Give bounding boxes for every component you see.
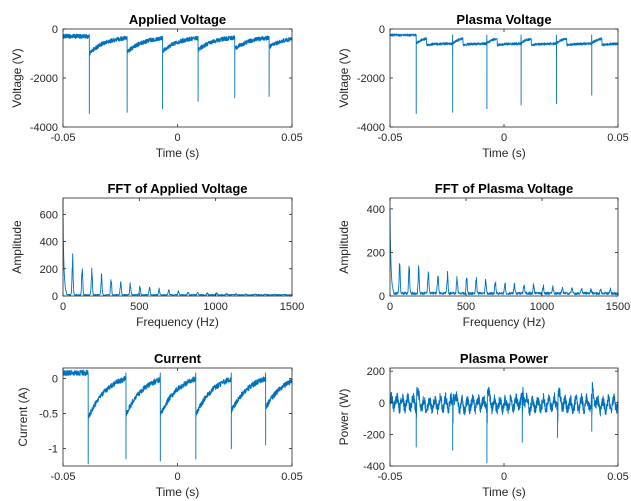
x-tick-label: 1000 <box>203 301 227 313</box>
y-tick-label: -1 <box>48 444 58 456</box>
x-tick-label: 0.05 <box>281 132 302 144</box>
chart-panel-applied-voltage: -0.05 0 0.05 0 -2000 -4000 Applied Voltage Time… <box>10 12 303 160</box>
y-tick-label: 200 <box>40 264 58 276</box>
x-tick-label: 0 <box>174 471 180 483</box>
x-tick-label: 0 <box>387 301 393 313</box>
series-line-plasma-voltage <box>389 33 619 114</box>
series-line-current <box>62 369 293 465</box>
x-tick-label: -0.05 <box>50 471 75 483</box>
chart-title-plasma-voltage: Plasma Voltage <box>456 12 551 27</box>
y-tick-label: 0 <box>52 374 58 386</box>
y-tick-label: 200 <box>367 247 385 259</box>
y-tick-label: 0 <box>379 24 385 36</box>
chart-title-fft-plasma-voltage: FFT of Plasma Voltage <box>435 181 573 196</box>
y-tick-label: 0 <box>379 291 385 303</box>
y-tick-label: -2000 <box>357 73 385 85</box>
series-line-applied-voltage <box>62 33 293 114</box>
x-axis-label-plasma-power: Time (s) <box>482 485 526 499</box>
y-axis-label-current: Current (A) <box>16 387 30 446</box>
y-tick-label: -200 <box>363 429 385 441</box>
x-axis-label-plasma-voltage: Time (s) <box>482 146 526 160</box>
x-tick-label: 1000 <box>530 301 554 313</box>
x-tick-label: 500 <box>130 301 148 313</box>
y-tick-label: -4000 <box>357 122 385 134</box>
x-tick-label: 0 <box>501 132 507 144</box>
x-tick-label: 0.05 <box>607 471 628 483</box>
x-tick-label: 0.05 <box>607 132 628 144</box>
y-axis-label-plasma-power: Power (W) <box>337 389 351 446</box>
x-tick-label: 0 <box>174 132 180 144</box>
x-axis-label-fft-plasma-voltage: Frequency (Hz) <box>463 315 546 329</box>
y-tick-label: 0 <box>379 398 385 410</box>
y-axis-label-fft-plasma-voltage: Amplitude <box>337 220 351 274</box>
x-tick-label: 0 <box>60 301 66 313</box>
y-tick-label: 0 <box>52 291 58 303</box>
chart-panel-plasma-power: -0.05 0 0.05 200 0 -200 -400 Plasma Power Time (… <box>337 351 629 499</box>
axes-box-fft-applied-voltage <box>62 197 293 297</box>
y-tick-label: 400 <box>367 204 385 216</box>
y-tick-label: -2000 <box>30 73 58 85</box>
x-axis-label-applied-voltage: Time (s) <box>156 146 200 160</box>
chart-title-fft-applied-voltage: FFT of Applied Voltage <box>107 181 247 196</box>
x-tick-label: 1500 <box>280 301 304 313</box>
y-tick-label: -4000 <box>30 122 58 134</box>
series-line-fft-plasma-voltage <box>389 208 619 296</box>
x-tick-label: 500 <box>457 301 475 313</box>
chart-panel-fft-plasma-voltage: 0 500 1000 1500 0 200 400 FFT of Plasma Voltage… <box>337 181 630 329</box>
x-tick-label: 0 <box>501 471 507 483</box>
x-tick-label: -0.05 <box>50 132 75 144</box>
chart-panel-fft-applied-voltage: 0 500 1000 1500 0 200 400 600 FFT of Applied Vol… <box>10 181 304 329</box>
chart-panel-current: -0.05 0 0.05 0 -0.5 -1 Current Time (s) Current … <box>16 351 303 499</box>
y-axis-label-fft-applied-voltage: Amplitude <box>10 220 24 274</box>
axes-box-fft-plasma-voltage <box>389 197 619 297</box>
y-tick-label: 0 <box>52 24 58 36</box>
y-axis-label-applied-voltage: Voltage (V) <box>10 48 24 107</box>
x-tick-label: 0.05 <box>281 471 302 483</box>
y-tick-label: 200 <box>367 366 385 378</box>
chart-panel-plasma-voltage: -0.05 0 0.05 0 -2000 -4000 Plasma Voltage Time … <box>337 12 629 160</box>
x-tick-label: 1500 <box>606 301 630 313</box>
x-axis-label-fft-applied-voltage: Frequency (Hz) <box>136 315 219 329</box>
y-tick-label: -0.5 <box>39 409 58 421</box>
y-tick-label: 600 <box>40 209 58 221</box>
x-axis-label-current: Time (s) <box>156 485 200 499</box>
series-line-plasma-power <box>389 381 619 464</box>
chart-title-current: Current <box>154 351 202 366</box>
chart-title-applied-voltage: Applied Voltage <box>129 12 226 27</box>
y-tick-label: 400 <box>40 237 58 249</box>
y-tick-label: -400 <box>363 461 385 473</box>
chart-title-plasma-power: Plasma Power <box>460 351 548 366</box>
x-tick-label: -0.05 <box>377 132 402 144</box>
axes-box-plasma-power <box>389 367 619 467</box>
x-tick-label: -0.05 <box>377 471 402 483</box>
y-axis-label-plasma-voltage: Voltage (V) <box>337 48 351 107</box>
series-line-fft-applied-voltage <box>62 200 293 296</box>
